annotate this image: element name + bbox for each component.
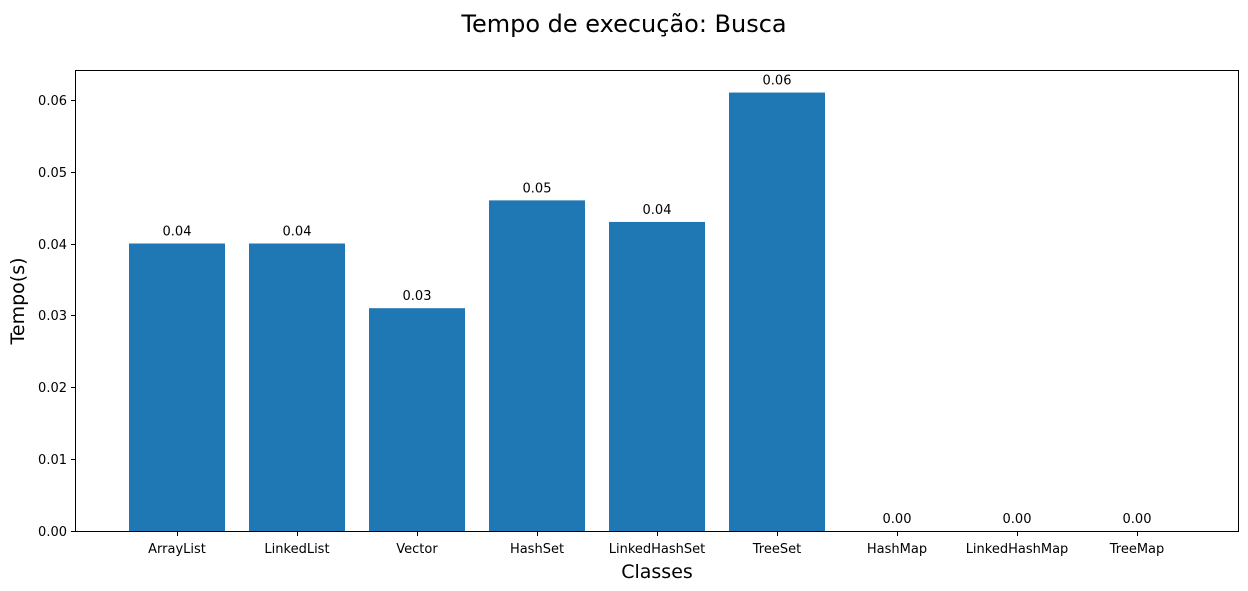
bar-linkedlist <box>249 243 345 531</box>
data-label: 0.00 <box>883 512 912 527</box>
data-label: 0.00 <box>1003 512 1032 527</box>
y-tick-label: 0.00 <box>38 525 67 540</box>
y-axis-label: Tempo(s) <box>7 258 29 346</box>
chart-title: Tempo de execução: Busca <box>460 10 786 38</box>
x-tick-label: HashSet <box>510 542 564 557</box>
data-label: 0.04 <box>283 225 312 240</box>
bars-group <box>129 92 825 531</box>
x-tick-label: HashMap <box>867 542 927 557</box>
x-tick-label: TreeMap <box>1109 542 1165 557</box>
x-tick-label: LinkedHashSet <box>609 542 706 557</box>
data-label: 0.06 <box>763 74 792 89</box>
bar-linkedhashset <box>609 221 705 531</box>
bar-hashset <box>489 200 585 531</box>
y-tick-label: 0.06 <box>38 94 67 109</box>
x-tick-label: TreeSet <box>752 542 801 557</box>
y-tick-label: 0.03 <box>38 309 67 324</box>
y-tick-label: 0.01 <box>38 453 67 468</box>
bar-vector <box>369 308 465 531</box>
y-axis: 0.00 0.01 0.02 0.03 0.04 0.05 0.06 <box>38 94 76 540</box>
data-label: 0.04 <box>643 203 672 218</box>
data-label: 0.03 <box>403 289 432 304</box>
data-labels-group: 0.04 0.04 0.03 0.05 0.04 0.06 0.00 0.00 0.00 <box>163 74 1152 527</box>
data-label: 0.04 <box>163 225 192 240</box>
x-tick-label: LinkedList <box>264 542 329 557</box>
x-tick-label: LinkedHashMap <box>966 542 1069 557</box>
x-tick-label: Vector <box>396 542 438 557</box>
x-axis-label: Classes <box>621 561 693 583</box>
data-label: 0.00 <box>1123 512 1152 527</box>
x-tick-label: ArrayList <box>148 542 206 557</box>
bar-arraylist <box>129 243 225 531</box>
y-tick-label: 0.05 <box>38 166 67 181</box>
data-label: 0.05 <box>523 181 552 196</box>
y-tick-label: 0.02 <box>38 381 67 396</box>
bar-treeset <box>729 92 825 531</box>
y-tick-label: 0.04 <box>38 238 67 253</box>
x-axis: ArrayList LinkedList Vector HashSet LinkedHa… <box>148 531 1164 557</box>
